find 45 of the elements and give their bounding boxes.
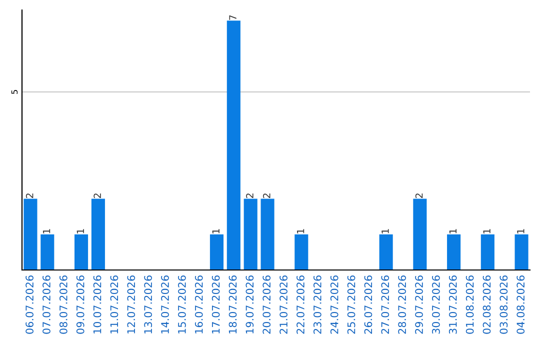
x-tick-label: 04.08.2026	[516, 276, 525, 334]
x-tick-label: 27.07.2026	[381, 276, 390, 334]
data-label: 7	[229, 15, 236, 20]
x-tick-label: 01.08.2026	[466, 276, 474, 334]
x-tick-label: 07.07.2026	[42, 276, 50, 334]
data-label: 2	[94, 194, 101, 198]
x-tick-label: 31.07.2026	[448, 276, 457, 334]
x-tick-label: 24.07.2026	[330, 276, 338, 334]
x-tick-label: 03.08.2026	[500, 276, 508, 334]
data-label: 2	[263, 194, 270, 198]
x-tick-label: 08.07.2026	[59, 276, 68, 334]
x-tick-label: 28.07.2026	[398, 276, 406, 334]
data-label: 1	[296, 229, 304, 234]
x-tick-label: 11.07.2026	[110, 276, 118, 334]
x-tick-label: 30.07.2026	[432, 276, 440, 334]
y-tick-label: 5	[11, 90, 18, 94]
x-tick-label: 13.07.2026	[144, 276, 152, 334]
x-tick-label: 09.07.2026	[76, 276, 84, 334]
x-tick-label: 29.07.2026	[415, 276, 423, 334]
x-tick-label: 21.07.2026	[280, 276, 288, 334]
x-tick-label: 23.07.2026	[313, 276, 322, 334]
x-tick-label: 22.07.2026	[296, 276, 304, 334]
data-label: 1	[382, 229, 389, 234]
x-tick-label: 25.07.2026	[347, 276, 356, 334]
data-label: 1	[212, 229, 220, 234]
x-tick-label: 16.07.2026	[194, 276, 203, 334]
x-tick-label: 15.07.2026	[178, 276, 186, 334]
x-tick-label: 06.07.2026	[26, 276, 34, 334]
data-label: 1	[483, 229, 490, 234]
data-label: 2	[415, 194, 423, 198]
data-label: 1	[76, 229, 84, 234]
data-label: 1	[42, 229, 50, 234]
x-tick-label: 26.07.2026	[364, 276, 372, 334]
data-label: 1	[449, 229, 456, 234]
x-tick-label: 02.08.2026	[482, 276, 491, 334]
x-tick-label: 14.07.2026	[161, 276, 169, 334]
data-label: 1	[517, 229, 524, 234]
x-tick-label: 19.07.2026	[246, 276, 254, 334]
data-label: 2	[246, 194, 254, 198]
x-tick-label: 12.07.2026	[127, 276, 136, 334]
data-label: 2	[26, 194, 34, 198]
x-tick-label: 20.07.2026	[262, 276, 271, 334]
x-tick-label: 17.07.2026	[212, 276, 220, 334]
x-tick-label: 10.07.2026	[93, 276, 102, 334]
x-tick-label: 18.07.2026	[228, 276, 237, 334]
